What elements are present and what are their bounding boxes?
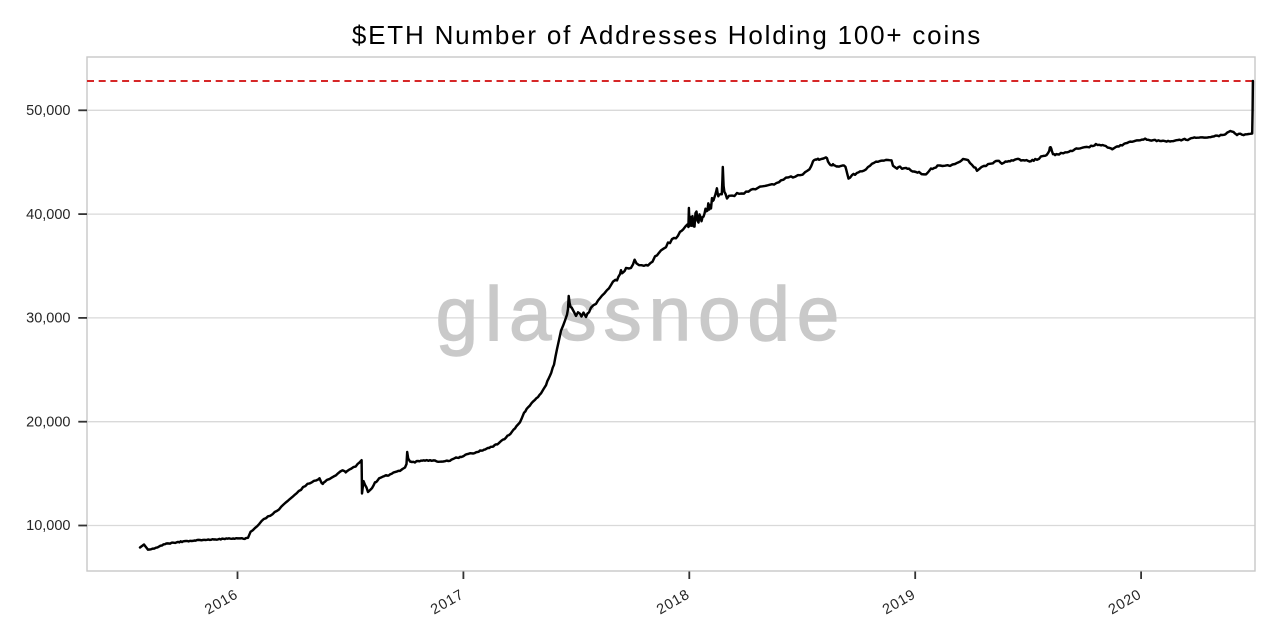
svg-text:glassnode: glassnode	[436, 272, 846, 357]
svg-text:10,000: 10,000	[26, 518, 70, 534]
svg-text:50,000: 50,000	[26, 103, 70, 119]
svg-text:$ETH Number of Addresses Holdi: $ETH Number of Addresses Holding 100+ co…	[352, 20, 982, 50]
svg-text:30,000: 30,000	[26, 311, 70, 327]
svg-text:20,000: 20,000	[26, 414, 70, 430]
svg-text:40,000: 40,000	[26, 207, 70, 223]
